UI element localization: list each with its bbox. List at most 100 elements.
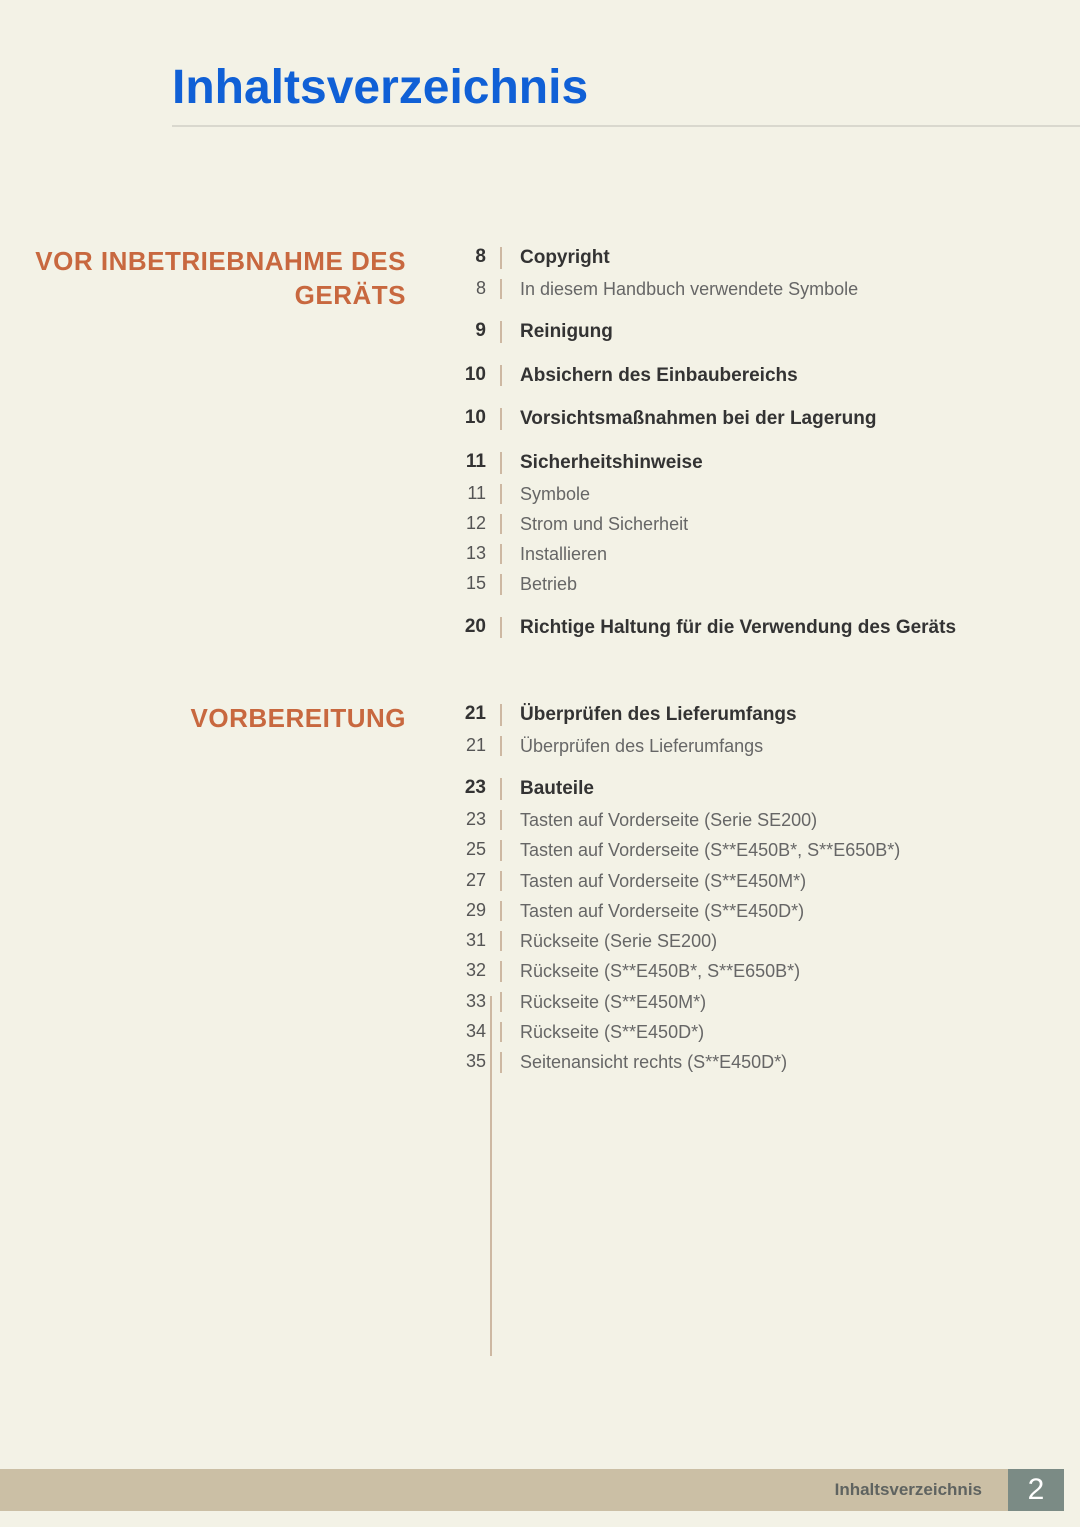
entry-vline xyxy=(500,574,502,594)
toc-entry: 23 Tasten auf Vorderseite (Serie SE200) xyxy=(430,808,1020,832)
entry-page-number: 21 xyxy=(430,702,486,725)
continuation-vline xyxy=(490,996,492,1356)
entry-page-number: 23 xyxy=(430,776,486,799)
entry-vline xyxy=(500,514,502,534)
entry-vline xyxy=(500,810,502,830)
entry-label: Bauteile xyxy=(520,776,1020,802)
entry-label: Installieren xyxy=(520,542,1020,566)
entry-vline xyxy=(500,931,502,951)
toc-group: 23 Bauteile 23 Tasten auf Vorderseite (Seri… xyxy=(430,776,1020,1074)
entry-vline xyxy=(500,617,502,639)
entry-label: Symbole xyxy=(520,482,1020,506)
entry-page-number: 11 xyxy=(430,482,486,504)
entry-vline xyxy=(500,247,502,269)
entry-page-number: 35 xyxy=(430,1050,486,1072)
toc-entry: 27 Tasten auf Vorderseite (S**E450M*) xyxy=(430,869,1020,893)
footer-page-number: 2 xyxy=(1008,1469,1064,1511)
entry-page-number: 25 xyxy=(430,838,486,860)
section-heading: VOR INBETRIEBNAHME DES GERÄTS xyxy=(0,245,406,313)
entry-label: Vorsichtsmaßnahmen bei der Lagerung xyxy=(520,406,1020,432)
entry-page-number: 20 xyxy=(430,615,486,638)
entry-vline xyxy=(500,321,502,343)
entry-label: Rückseite (S**E450D*) xyxy=(520,1020,1020,1044)
entry-vline xyxy=(500,778,502,800)
entry-label: Reinigung xyxy=(520,319,1020,345)
toc-entry: 9 Reinigung xyxy=(430,319,1020,345)
entry-page-number: 10 xyxy=(430,363,486,386)
entry-page-number: 32 xyxy=(430,959,486,981)
entry-page-number: 8 xyxy=(430,277,486,299)
entry-label: Rückseite (Serie SE200) xyxy=(520,929,1020,953)
entry-label: Rückseite (S**E450M*) xyxy=(520,990,1020,1014)
entry-label: In diesem Handbuch verwendete Symbole xyxy=(520,277,1020,301)
entry-page-number: 9 xyxy=(430,319,486,342)
entries-column: 8 Copyright 8 In diesem Handbuch verwendete… xyxy=(430,245,1080,1093)
entry-label: Tasten auf Vorderseite (S**E450M*) xyxy=(520,869,1020,893)
entry-vline xyxy=(500,840,502,860)
toc-entry: 12 Strom und Sicherheit xyxy=(430,512,1020,536)
section-headings-column: VOR INBETRIEBNAHME DES GERÄTS VORBEREITUN… xyxy=(0,245,430,1093)
toc-group: 10 Absichern des Einbaubereichs xyxy=(430,363,1020,389)
toc-entry: 35 Seitenansicht rechts (S**E450D*) xyxy=(430,1050,1020,1074)
toc-entry: 15 Betrieb xyxy=(430,572,1020,596)
entry-page-number: 11 xyxy=(430,450,486,473)
toc-entry: 11 Sicherheitshinweise xyxy=(430,450,1020,476)
entry-label: Rückseite (S**E450B*, S**E650B*) xyxy=(520,959,1020,983)
entry-label: Sicherheitshinweise xyxy=(520,450,1020,476)
entry-vline xyxy=(500,871,502,891)
entry-label: Absichern des Einbaubereichs xyxy=(520,363,1020,389)
section-heading: VORBEREITUNG xyxy=(0,702,406,736)
entry-vline xyxy=(500,992,502,1012)
toc-entry: 21Überprüfen des Lieferumfangs xyxy=(430,702,1020,728)
entry-label: Überprüfen des Lieferumfangs xyxy=(520,734,1020,758)
footer-label: Inhaltsverzeichnis xyxy=(835,1469,1000,1511)
entry-vline xyxy=(500,544,502,564)
page: Inhaltsverzeichnis VOR INBETRIEBNAHME DE… xyxy=(0,0,1080,1527)
toc-entry: 23 Bauteile xyxy=(430,776,1020,802)
toc-entry: 29Tasten auf Vorderseite (S**E450D*) xyxy=(430,899,1020,923)
entry-label: Richtige Haltung für die Verwendung des … xyxy=(520,615,1020,641)
entry-vline xyxy=(500,408,502,430)
entry-label: Tasten auf Vorderseite (S**E450B*, S**E6… xyxy=(520,838,1020,862)
entry-vline xyxy=(500,704,502,726)
entry-label: Seitenansicht rechts (S**E450D*) xyxy=(520,1050,1020,1074)
title-area: Inhaltsverzeichnis xyxy=(0,0,1080,125)
toc-entry: 11 Symbole xyxy=(430,482,1020,506)
entry-page-number: 13 xyxy=(430,542,486,564)
entry-label: Strom und Sicherheit xyxy=(520,512,1020,536)
toc-entry: 10 Vorsichtsmaßnahmen bei der Lagerung xyxy=(430,406,1020,432)
entry-vline xyxy=(500,365,502,387)
section-gap xyxy=(430,658,1020,702)
toc-entry: 13 Installieren xyxy=(430,542,1020,566)
entry-page-number: 33 xyxy=(430,990,486,1012)
toc-entry: 32 Rückseite (S**E450B*, S**E650B*) xyxy=(430,959,1020,983)
entry-label: Betrieb xyxy=(520,572,1020,596)
entry-label: Tasten auf Vorderseite (S**E450D*) xyxy=(520,899,1020,923)
entry-page-number: 15 xyxy=(430,572,486,594)
toc-group: 11 Sicherheitshinweise 11 Symbole 12 Strom un… xyxy=(430,450,1020,597)
toc-entry: 21Überprüfen des Lieferumfangs xyxy=(430,734,1020,758)
entry-vline xyxy=(500,279,502,299)
entry-page-number: 8 xyxy=(430,245,486,268)
toc-entry: 10 Absichern des Einbaubereichs xyxy=(430,363,1020,389)
toc-content: VOR INBETRIEBNAHME DES GERÄTS VORBEREITUN… xyxy=(0,127,1080,1093)
entry-vline xyxy=(500,1022,502,1042)
entry-page-number: 27 xyxy=(430,869,486,891)
entry-page-number: 12 xyxy=(430,512,486,534)
toc-entry: 34 Rückseite (S**E450D*) xyxy=(430,1020,1020,1044)
entry-vline xyxy=(500,961,502,981)
entry-page-number: 34 xyxy=(430,1020,486,1042)
toc-entry: 33 Rückseite (S**E450M*) xyxy=(430,990,1020,1014)
entry-vline xyxy=(500,901,502,921)
toc-entry: 20 Richtige Haltung für die Verwendung de… xyxy=(430,615,1020,641)
toc-group: 21Überprüfen des Lieferumfangs21Überprüf… xyxy=(430,702,1020,758)
entry-page-number: 23 xyxy=(430,808,486,830)
entry-page-number: 31 xyxy=(430,929,486,951)
entry-label: Tasten auf Vorderseite (Serie SE200) xyxy=(520,808,1020,832)
entry-vline xyxy=(500,1052,502,1072)
document-title: Inhaltsverzeichnis xyxy=(172,60,1080,125)
entry-vline xyxy=(500,452,502,474)
entry-label: Copyright xyxy=(520,245,1020,271)
toc-entry: 8 In diesem Handbuch verwendete Symbole xyxy=(430,277,1020,301)
entry-page-number: 10 xyxy=(430,406,486,429)
